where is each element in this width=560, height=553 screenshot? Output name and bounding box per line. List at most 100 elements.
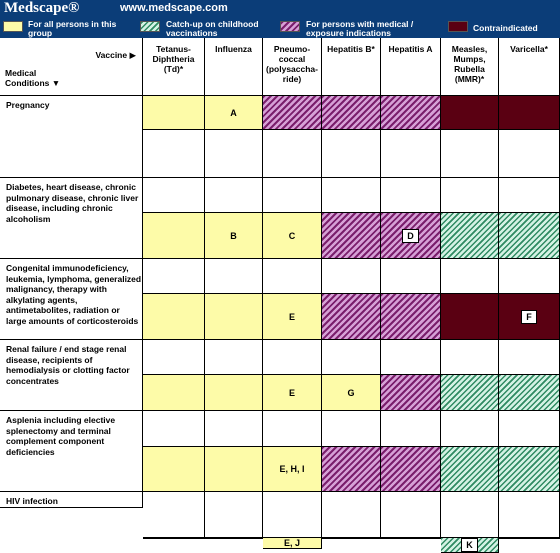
blank-cell [381, 130, 441, 178]
recommendation-cell-purple [322, 96, 381, 130]
blank-cell [441, 340, 499, 375]
recommendation-cell-yellow [143, 213, 205, 259]
blank-cell [143, 411, 205, 447]
table-corner-header: Vaccine ▶ Medical Conditions ▼ [0, 38, 143, 96]
blank-cell [499, 340, 560, 375]
blank-cell [205, 130, 263, 178]
blank-cell [322, 178, 381, 213]
recommendation-cell-yellow [205, 375, 263, 411]
footnote-letter: C [288, 230, 296, 241]
legend-swatch-yellow [3, 21, 23, 32]
blank-cell [205, 340, 263, 375]
recommendation-cell-contra [441, 96, 499, 130]
recommendation-cell-purple [381, 375, 441, 411]
blank-cell [143, 259, 205, 294]
legend-label-purple: For persons with medical / exposure indi… [306, 19, 414, 38]
recommendation-cell-yellow: E [263, 294, 322, 340]
legend-swatch-contra [448, 21, 468, 32]
blank-cell [499, 411, 560, 447]
condition-label: Renal failure / end stage renal disease,… [0, 340, 143, 411]
blank-cell [205, 492, 263, 538]
blank-cell [322, 492, 381, 538]
recommendation-cell-purple [322, 447, 381, 492]
blank-cell [322, 130, 381, 178]
blank-cell [205, 178, 263, 213]
blank-cell [263, 178, 322, 213]
footnote-letter: E [288, 387, 295, 398]
condition-label: Asplenia including elective splenectomy … [0, 411, 143, 492]
recommendation-cell-yellow: E, H, I [263, 447, 322, 492]
recommendation-cell-yellow: C [263, 213, 322, 259]
recommendation-cell-purple: D [381, 213, 441, 259]
recommendation-cell-yellow [205, 538, 263, 539]
recommendation-cell-green [441, 447, 499, 492]
recommendation-cell-green [499, 375, 560, 411]
vaccine-header-4: Hepatitis B* [322, 38, 381, 96]
footnote-letter: K [461, 538, 478, 552]
recommendation-cell-yellow [143, 538, 205, 539]
blank-cell [441, 492, 499, 538]
recommendation-cell-purple [322, 538, 381, 539]
recommendation-cell-contra [441, 294, 499, 340]
medscape-logo[interactable]: Medscape® [4, 0, 80, 16]
site-banner [0, 0, 560, 17]
recommendation-cell-contra [499, 538, 560, 539]
condition-label: Diabetes, heart disease, chronic pulmona… [0, 178, 143, 259]
legend-label-yellow: For all persons in this group [28, 19, 117, 38]
blank-cell [263, 130, 322, 178]
blank-cell [381, 259, 441, 294]
vaccine-header-5: Hepatitis A [381, 38, 441, 96]
vaccine-header-7: Varicella* [499, 38, 560, 96]
recommendation-cell-yellow: E, J [263, 538, 322, 549]
recommendation-cell-purple [381, 538, 441, 539]
recommendation-cell-purple [381, 96, 441, 130]
vaccine-header-3: Pneumo-coccal (polysaccha-ride) [263, 38, 322, 96]
conditions-axis-label: Medical Conditions ▼ [5, 68, 61, 88]
blank-cell [263, 259, 322, 294]
site-url[interactable]: www.medscape.com [120, 2, 228, 14]
footnote-letter: F [521, 309, 537, 324]
legend-bar: For all persons in this group Catch-up on… [0, 17, 560, 38]
blank-cell [499, 130, 560, 178]
vaccine-axis-label: Vaccine ▶ [95, 50, 136, 60]
blank-cell [263, 411, 322, 447]
recommendation-cell-contra [499, 96, 560, 130]
recommendation-cell-green [499, 213, 560, 259]
recommendation-cell-purple [381, 294, 441, 340]
footnote-letter: B [230, 230, 237, 241]
condition-label: Congenital immunodeficiency, leukemia, l… [0, 259, 143, 340]
recommendation-cell-yellow: G [322, 375, 381, 411]
blank-cell [381, 492, 441, 538]
blank-cell [322, 411, 381, 447]
blank-cell [322, 259, 381, 294]
blank-cell [143, 130, 205, 178]
legend-swatch-purple [280, 21, 300, 32]
recommendation-cell-contra: F [499, 294, 560, 340]
recommendation-cell-yellow [205, 294, 263, 340]
recommendation-cell-yellow [143, 447, 205, 492]
recommendation-cell-yellow: E [263, 375, 322, 411]
blank-cell [143, 178, 205, 213]
footnote-letter: E [288, 311, 295, 322]
recommendation-cell-green [441, 213, 499, 259]
legend-swatch-green [140, 21, 160, 32]
blank-cell [205, 259, 263, 294]
recommendation-cell-yellow: B [205, 213, 263, 259]
blank-cell [441, 259, 499, 294]
vaccine-header-6: Measles, Mumps, Rubella (MMR)* [441, 38, 499, 96]
blank-cell [381, 178, 441, 213]
blank-cell [263, 492, 322, 538]
recommendation-cell-green [441, 375, 499, 411]
recommendation-cell-purple [381, 447, 441, 492]
recommendation-cell-yellow [143, 375, 205, 411]
legend-label-contra: Contraindicated [473, 23, 538, 33]
blank-cell [143, 492, 205, 538]
recommendation-cell-green [499, 447, 560, 492]
blank-cell [499, 178, 560, 213]
blank-cell [499, 492, 560, 538]
footnote-letter: D [402, 228, 419, 243]
blank-cell [441, 178, 499, 213]
condition-label: Pregnancy [0, 96, 143, 178]
blank-cell [205, 411, 263, 447]
recommendation-cell-purple [263, 96, 322, 130]
